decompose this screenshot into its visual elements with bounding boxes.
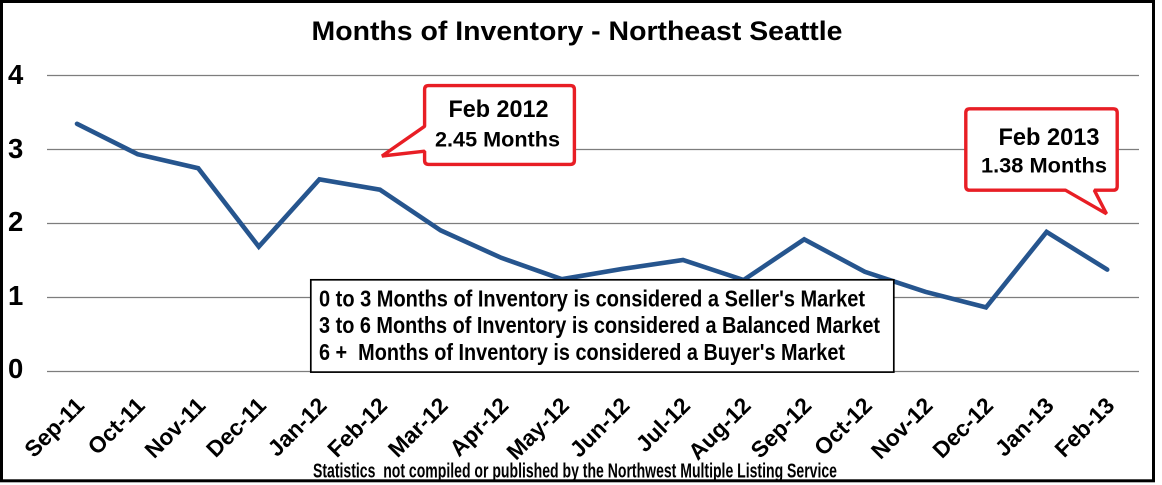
svg-text:3: 3	[8, 133, 23, 164]
svg-text:Feb 2012: Feb 2012	[449, 96, 549, 123]
svg-text:0: 0	[8, 353, 23, 384]
svg-text:2: 2	[8, 206, 23, 237]
svg-text:1: 1	[8, 280, 23, 311]
svg-text:1.38 Months: 1.38 Months	[981, 155, 1107, 178]
svg-text:3 to 6 Months of Inventory is: 3 to 6 Months of Inventory is considered…	[319, 312, 880, 338]
svg-text:Months of Inventory - Northeas: Months of Inventory - Northeast Seattle	[312, 16, 843, 46]
svg-text:0 to 3 Months of Inventory is: 0 to 3 Months of Inventory is considered…	[319, 286, 865, 312]
svg-text:4: 4	[8, 59, 24, 90]
svg-text:2.45 Months: 2.45 Months	[435, 128, 560, 152]
svg-text:Statistics not compiled or pu: Statistics not compiled or published by …	[313, 461, 837, 483]
svg-text:6 + Months of Inventory is co: 6 + Months of Inventory is considered a …	[319, 339, 845, 365]
svg-text:Feb 2013: Feb 2013	[999, 124, 1100, 151]
